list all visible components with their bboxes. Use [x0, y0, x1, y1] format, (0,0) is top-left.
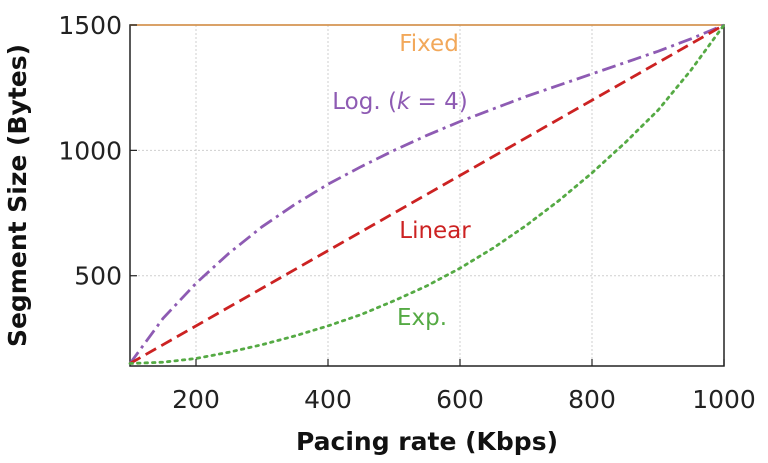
x-tick-label: 200: [172, 385, 220, 414]
x-axis-title: Pacing rate (Kbps): [296, 427, 558, 456]
x-tick-label: 1000: [692, 385, 756, 414]
series-line-1: [128, 23, 725, 365]
series-line-2: [129, 23, 725, 365]
series-label-part: = 4): [410, 89, 468, 115]
series-label-part: k: [397, 89, 412, 115]
series-labels: Fixed Log. (k = 4) Linear Exp.: [332, 31, 471, 331]
series-label-1: Log. (k = 4): [332, 89, 468, 115]
series-label-part: Log. (: [332, 89, 397, 115]
x-tick-label: 800: [568, 385, 616, 414]
ticks: 200 400 600 800 1000 500 1000 1500: [58, 11, 755, 414]
series-label-2: Linear: [399, 218, 471, 244]
series-label-3: Exp.: [397, 305, 447, 331]
x-tick-label: 600: [436, 385, 484, 414]
y-tick-label: 1500: [58, 11, 122, 40]
series-layer: [128, 23, 726, 365]
series-line-3: [128, 23, 726, 365]
y-tick-label: 500: [74, 262, 122, 291]
series-label-0: Fixed: [399, 31, 459, 57]
y-axis-title: Segment Size (Bytes): [3, 44, 32, 347]
x-tick-label: 400: [304, 385, 352, 414]
y-tick-label: 1000: [58, 136, 122, 165]
